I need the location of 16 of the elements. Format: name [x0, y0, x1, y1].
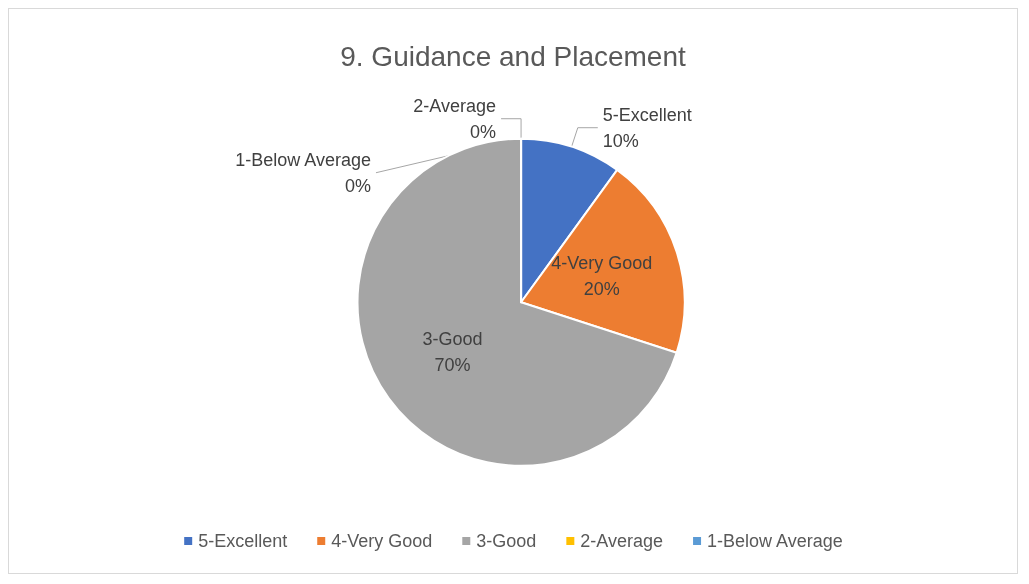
chart-title: 9. Guidance and Placement [340, 40, 686, 72]
data-label: 10% [602, 130, 639, 151]
data-label: 20% [583, 279, 620, 300]
legend-label: 5-Excellent [198, 531, 288, 551]
legend-label: 2-Average [580, 531, 664, 551]
legend-label: 4-Very Good [331, 531, 433, 551]
slice-label: 3-Good [422, 329, 483, 350]
data-label: 70% [434, 355, 471, 376]
category-label: 2-Average [413, 95, 497, 116]
text: 0% [344, 175, 371, 196]
legend-label: 3-Good [476, 531, 537, 551]
text: 0% [470, 121, 497, 142]
legend-label: 1-Below Average [707, 531, 843, 551]
slice-label: 5-Excellent [602, 104, 692, 125]
category-label: 1-Below Average [235, 149, 371, 170]
slice-label: 4-Very Good [551, 253, 653, 274]
